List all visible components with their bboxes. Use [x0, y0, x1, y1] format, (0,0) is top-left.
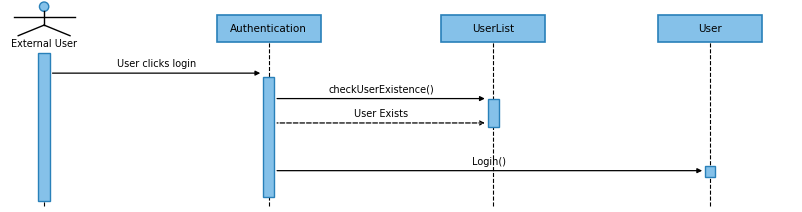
Bar	[38, 53, 50, 201]
Bar	[658, 15, 762, 42]
Bar	[263, 77, 274, 197]
Bar	[488, 99, 499, 127]
Text: User Exists: User Exists	[354, 109, 408, 119]
Bar	[441, 15, 545, 42]
Text: Authentication: Authentication	[230, 24, 307, 34]
Text: Login(): Login()	[472, 157, 506, 167]
Text: External User: External User	[11, 39, 77, 49]
Bar	[217, 15, 321, 42]
Text: UserList: UserList	[472, 24, 514, 34]
Bar	[705, 166, 715, 177]
Text: checkUserExistence(): checkUserExistence()	[328, 85, 434, 95]
Circle shape	[39, 2, 49, 11]
Text: User: User	[698, 24, 722, 34]
Text: User clicks login: User clicks login	[117, 59, 196, 69]
